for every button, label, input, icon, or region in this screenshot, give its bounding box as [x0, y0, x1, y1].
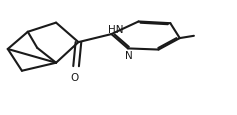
Text: HN: HN: [108, 25, 123, 35]
Text: N: N: [124, 51, 132, 61]
Text: O: O: [71, 72, 79, 82]
